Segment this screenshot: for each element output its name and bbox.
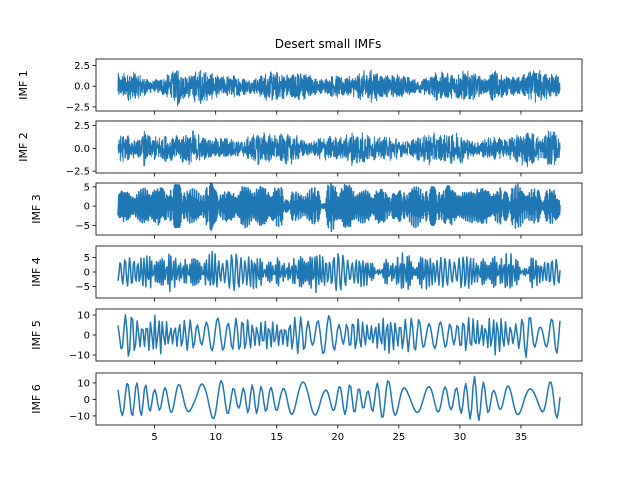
subplot-1: 2.5 0.0 −2.5 IMF 1 xyxy=(17,58,583,115)
y-tick-label: −2.5 xyxy=(66,102,90,113)
y-tick-label: 0.0 xyxy=(74,144,90,155)
y-tick-label: −5 xyxy=(75,282,90,293)
subplot-frame xyxy=(95,182,583,236)
y-tick-label: 0 xyxy=(84,268,90,279)
y-tick-label: −10 xyxy=(69,411,90,422)
subplot-frame xyxy=(95,58,583,112)
y-tick-label: −2.5 xyxy=(66,167,90,178)
series-line-imf-3 xyxy=(117,183,561,233)
y-tick-label: 5 xyxy=(84,182,90,193)
y-tick-label: 10 xyxy=(77,311,90,322)
subplot-2: 2.5 0.0 −2.5 IMF 2 xyxy=(17,120,583,178)
series-line-imf-6 xyxy=(117,375,561,422)
y-axis-label: IMF 1 xyxy=(17,70,30,100)
x-tick-label: 35 xyxy=(515,432,528,443)
y-tick-label: 2.5 xyxy=(74,121,90,132)
series-line-imf-5 xyxy=(117,314,561,358)
series-line-imf-4 xyxy=(117,250,561,294)
y-axis-label: IMF 3 xyxy=(30,194,43,224)
y-tick-label: −5 xyxy=(75,221,90,232)
y-tick-label: 5 xyxy=(84,253,90,264)
chart-title: Desert small IMFs xyxy=(275,37,382,51)
y-tick-label: 10 xyxy=(77,378,90,389)
x-tick-label: 25 xyxy=(392,432,405,443)
y-tick-label: 0 xyxy=(84,395,90,406)
y-axis-label: IMF 4 xyxy=(30,257,43,287)
x-tick-label: 5 xyxy=(151,432,157,443)
y-axis-label: IMF 2 xyxy=(17,132,30,162)
subplot-5: 10 0 −10 IMF 5 xyxy=(30,308,583,365)
series-line-imf-2 xyxy=(117,130,561,168)
y-tick-label: 0.0 xyxy=(74,82,90,93)
x-tick-label: 15 xyxy=(270,432,283,443)
x-tick-label: 30 xyxy=(454,432,467,443)
series-line-imf-1 xyxy=(117,69,561,107)
y-axis-label: IMF 6 xyxy=(30,384,43,414)
subplot-frame xyxy=(95,372,583,426)
subplot-frame xyxy=(95,120,583,174)
y-axis-label: IMF 5 xyxy=(30,320,43,350)
y-tick-label: 0 xyxy=(84,202,90,213)
x-tick-label: 20 xyxy=(331,432,344,443)
y-tick-label: −10 xyxy=(69,351,90,362)
subplot-6: 10 0 −10 5 10 15 20 25 30 35 IMF 6 xyxy=(30,372,583,443)
x-tick-label: 10 xyxy=(209,432,222,443)
subplot-4: 5 0 −5 IMF 4 xyxy=(30,245,583,302)
subplot-3: 5 0 −5 IMF 3 xyxy=(30,182,583,239)
y-tick-label: 2.5 xyxy=(74,61,90,72)
y-tick-label: 0 xyxy=(84,331,90,342)
